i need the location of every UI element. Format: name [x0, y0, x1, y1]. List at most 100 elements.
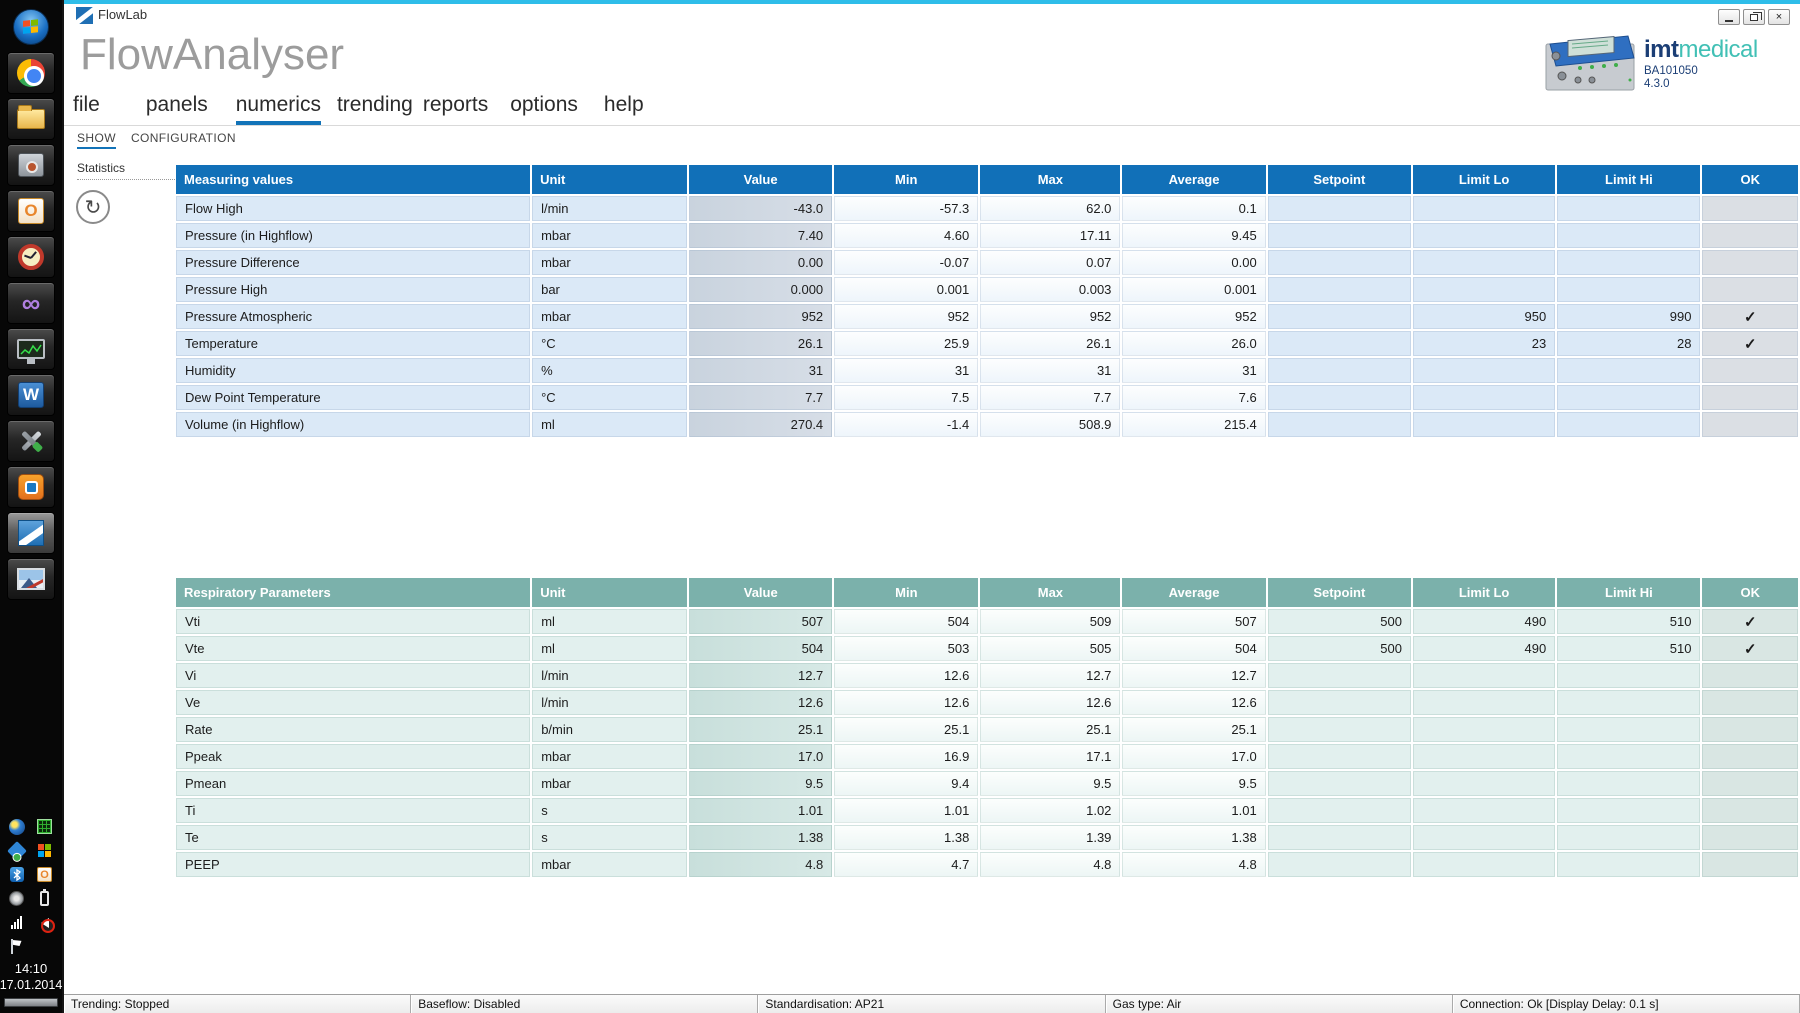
cell-min: 31	[834, 358, 979, 383]
measuring-values-table: Measuring values Unit Value Min Max Average Se…	[174, 163, 1800, 439]
cell-avg: 17.0	[1122, 744, 1266, 769]
alarm-clock-icon[interactable]	[7, 236, 55, 278]
cell-lo	[1412, 798, 1556, 823]
network-grid-icon[interactable]	[36, 818, 53, 835]
column-header: Min	[834, 578, 979, 607]
table-row[interactable]: Vte ml 504 503 505 504 500 490 510 ✓	[176, 636, 1798, 661]
explorer-folder-icon[interactable]	[7, 98, 55, 140]
cell-max: 25.1	[980, 717, 1121, 742]
menu-file[interactable]: file	[73, 93, 100, 116]
table-row[interactable]: Pressure Difference mbar 0.00 -0.07 0.07 0.00	[176, 250, 1798, 275]
windows-update-icon[interactable]	[36, 842, 53, 859]
tray-clock[interactable]: 14:10	[14, 961, 48, 976]
menu-numerics[interactable]: numerics	[235, 93, 322, 125]
table-row[interactable]: Vti ml 507 504 509 507 500 490 510 ✓	[176, 609, 1798, 634]
cell-max: 1.02	[980, 798, 1121, 823]
cell-value: 25.1	[689, 717, 833, 742]
menu-reports[interactable]: reports	[422, 93, 489, 116]
visual-studio-icon[interactable]: ∞	[7, 282, 55, 324]
cell-parameter-name: Pmean	[176, 771, 531, 796]
outlook-icon[interactable]: O	[7, 190, 55, 232]
volume-icon[interactable]	[8, 890, 25, 907]
status-baseflow: Baseflow: Disabled	[411, 995, 759, 1013]
logo-medical: medical	[1678, 36, 1759, 63]
table-row[interactable]: Pmean mbar 9.5 9.4 9.5 9.5	[176, 771, 1798, 796]
outlook-tray-icon[interactable]: O	[36, 866, 53, 883]
cell-unit: bar	[532, 277, 688, 302]
cell-ok-check	[1702, 412, 1798, 437]
table-row[interactable]: Rate b/min 25.1 25.1 25.1 25.1	[176, 717, 1798, 742]
cell-unit: ml	[532, 636, 688, 661]
cell-max: 509	[980, 609, 1121, 634]
menu-trending[interactable]: trending	[336, 93, 413, 116]
refresh-icon[interactable]: ↻	[76, 190, 110, 224]
cell-lo: 23	[1412, 331, 1556, 356]
restore-button[interactable]	[1743, 9, 1765, 25]
table-row[interactable]: Ppeak mbar 17.0 16.9 17.1 17.0	[176, 744, 1798, 769]
menu-panels[interactable]: panels	[145, 93, 208, 116]
cell-avg: 7.6	[1122, 385, 1266, 410]
cell-lo	[1412, 412, 1556, 437]
cell-max: 9.5	[980, 771, 1121, 796]
titlebar[interactable]: FlowLab ×	[64, 4, 1800, 30]
vmware-icon[interactable]	[7, 466, 55, 508]
show-desktop-button[interactable]	[4, 998, 58, 1007]
table-row[interactable]: Pressure High bar 0.000 0.001 0.003 0.001	[176, 277, 1798, 302]
cell-unit: mbar	[532, 852, 688, 877]
table-row[interactable]: Temperature °C 26.1 25.9 26.1 26.0 23 28 ✓	[176, 331, 1798, 356]
battery-icon[interactable]	[36, 889, 53, 907]
muted-speaker-icon[interactable]	[36, 914, 55, 933]
globe-icon[interactable]	[8, 818, 25, 835]
table-row[interactable]: Ti s 1.01 1.01 1.02 1.01	[176, 798, 1798, 823]
cell-parameter-name: Pressure Atmospheric	[176, 304, 531, 329]
cell-hi	[1557, 798, 1701, 823]
cell-value: 17.0	[689, 744, 833, 769]
cell-min: 12.6	[834, 690, 979, 715]
table-row[interactable]: Vi l/min 12.7 12.6 12.7 12.7	[176, 663, 1798, 688]
cell-setpoint	[1267, 412, 1411, 437]
cell-ok-check	[1702, 358, 1798, 383]
chrome-icon[interactable]	[7, 52, 55, 94]
tab-configuration[interactable]: CONFIGURATION	[130, 131, 236, 145]
minimize-button[interactable]	[1718, 9, 1740, 25]
cell-parameter-name: Flow High	[176, 196, 531, 221]
signal-bars-icon[interactable]	[8, 914, 25, 931]
cell-ok-check	[1702, 223, 1798, 248]
table-row[interactable]: Humidity% 31 31 31 31	[176, 358, 1798, 383]
cell-value: 4.8	[689, 852, 833, 877]
cell-value: 952	[689, 304, 833, 329]
table-row[interactable]: Te s 1.38 1.38 1.39 1.38	[176, 825, 1798, 850]
cell-unit: mbar	[532, 223, 688, 248]
table-row[interactable]: Dew Point Temperature °C 7.7 7.5 7.7 7.6	[176, 385, 1798, 410]
tab-show[interactable]: SHOW	[77, 131, 116, 149]
table-row[interactable]: Volume (in Highflow) ml 270.4 -1.4 508.9 215.…	[176, 412, 1798, 437]
safe-icon[interactable]	[7, 144, 55, 186]
system-tray: O 14:10 17.01.2014	[0, 818, 62, 1007]
menu-help[interactable]: help	[603, 93, 644, 116]
table-row[interactable]: Pressure Atmospheric mbar 952 952 952 952 950 9…	[176, 304, 1798, 329]
flowlab-icon[interactable]	[7, 512, 55, 554]
close-button[interactable]: ×	[1768, 9, 1790, 25]
cell-max: 17.11	[980, 223, 1121, 248]
cell-value: 507	[689, 609, 833, 634]
table-row[interactable]: Flow High l/min -43.0 -57.3 62.0 0.1	[176, 196, 1798, 221]
tools-icon[interactable]	[7, 420, 55, 462]
cell-min: 0.001	[834, 277, 979, 302]
cell-min: 504	[834, 609, 979, 634]
taskbar-apps: O ∞ W	[0, 4, 62, 602]
language-flag-icon[interactable]	[8, 938, 25, 955]
table-row[interactable]: Pressure (in Highflow) mbar 7.40 4.60 17.11 9…	[176, 223, 1798, 248]
cell-max: 31	[980, 358, 1121, 383]
bluetooth-icon[interactable]	[8, 866, 25, 883]
dropbox-icon[interactable]	[6, 840, 27, 861]
app-version: 4.3.0	[1644, 78, 1670, 90]
word-icon[interactable]: W	[7, 374, 55, 416]
menu-options[interactable]: options	[510, 93, 578, 116]
performance-monitor-icon[interactable]	[7, 328, 55, 370]
table-row[interactable]: Ve l/min 12.6 12.6 12.6 12.6	[176, 690, 1798, 715]
image-editor-icon[interactable]	[7, 558, 55, 600]
windows-start-orb[interactable]	[7, 6, 55, 48]
statistics-label: Statistics	[77, 161, 177, 180]
tray-date[interactable]: 17.01.2014	[0, 978, 63, 992]
table-row[interactable]: PEEP mbar 4.8 4.7 4.8 4.8	[176, 852, 1798, 877]
